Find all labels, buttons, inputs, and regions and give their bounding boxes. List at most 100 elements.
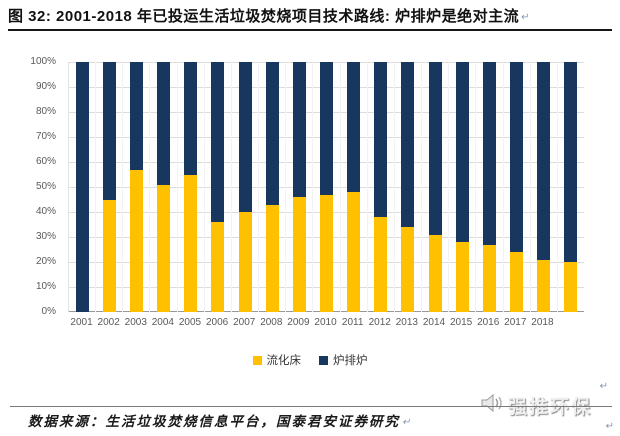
x-tick-label: 2010 [314, 317, 337, 328]
bar-column-2009[interactable] [285, 62, 312, 312]
fluidized-bed-segment [401, 227, 415, 312]
bar-column-2008[interactable] [258, 62, 285, 312]
x-tick-label: 2009 [287, 317, 310, 328]
bar-column-2003[interactable] [122, 62, 149, 312]
brand-watermark-text: 强推环保 [507, 397, 592, 418]
title-divider [8, 29, 612, 31]
grate-furnace-segment [129, 62, 143, 170]
legend-label-fluidized-bed: 流化床 [266, 355, 302, 367]
x-tick-label: 2001 [70, 317, 93, 328]
bar-column-2002[interactable] [95, 62, 122, 312]
stacked-bar [238, 62, 252, 312]
return-mark-icon: ↵ [605, 421, 614, 432]
stacked-bar [129, 62, 143, 312]
y-tick-label: 80% [35, 106, 56, 117]
y-tick-label: 70% [35, 131, 56, 142]
bar-column-2013[interactable] [393, 62, 421, 312]
grate-furnace-segment [482, 62, 496, 245]
bar-column-2016[interactable] [475, 62, 502, 312]
return-mark-icon: ↵ [402, 417, 413, 429]
stacked-bar [428, 62, 442, 312]
legend-item-fluidized-bed[interactable]: 流化床 [252, 352, 302, 368]
grate-furnace-segment [75, 62, 89, 312]
grate-furnace-segment [184, 62, 198, 175]
x-tick-label: 2003 [124, 317, 147, 328]
stacked-bar [455, 62, 469, 312]
grate-furnace-segment [292, 62, 306, 197]
grate-furnace-segment [211, 62, 225, 222]
grate-furnace-segment [238, 62, 252, 212]
bar-column-2012[interactable] [366, 62, 394, 312]
y-axis-labels: 100% 90% 80% 70% 60% 50% 40% 30% 20% 10% 0% [0, 56, 62, 317]
y-tick-label: 60% [35, 156, 56, 167]
y-tick-label: 40% [35, 206, 56, 217]
stacked-bar [75, 62, 89, 312]
return-mark-icon: ↵ [599, 381, 608, 392]
x-tick-label: 2014 [422, 317, 446, 328]
bar-column-2004[interactable] [149, 62, 176, 312]
fluidized-bed-segment [510, 252, 524, 312]
bar-column-2007[interactable] [230, 62, 258, 312]
data-source: 数据来源：生活垃圾焚烧信息平台，国泰君安证券研究 ↵ [28, 410, 412, 430]
return-mark-icon: ↵ [521, 11, 530, 23]
bar-column-2018[interactable] [529, 62, 557, 312]
y-tick-label: 10% [35, 281, 56, 292]
stacked-bar [102, 62, 116, 312]
bar-column-2001[interactable] [69, 62, 95, 312]
stacked-bar [319, 62, 333, 312]
x-tick-label: 2016 [477, 317, 500, 328]
plot-area [68, 62, 584, 312]
footer-divider [10, 406, 612, 407]
data-source-text: 数据来源：生活垃圾焚烧信息平台，国泰君安证券研究 [28, 414, 400, 429]
x-tick-label: 2004 [151, 317, 174, 328]
grate-furnace-segment [347, 62, 361, 192]
grate-furnace-segment [102, 62, 116, 200]
bar-column-unlabeled[interactable] [556, 62, 584, 312]
grate-furnace-segment [537, 62, 551, 260]
stacked-bar [265, 62, 279, 312]
stacked-bar [564, 62, 578, 312]
stacked-bar [482, 62, 496, 312]
fluidized-bed-segment [184, 174, 198, 312]
x-tick-label [556, 317, 583, 328]
fluidized-bed-segment [564, 262, 578, 312]
legend-swatch-fluidized-bed [252, 355, 262, 365]
x-tick-label: 2017 [504, 317, 527, 328]
y-tick-label: 50% [35, 181, 56, 192]
bar-column-2011[interactable] [339, 62, 367, 312]
stacked-bar [401, 62, 415, 312]
y-tick-label: 20% [35, 256, 56, 267]
fluidized-bed-segment [292, 197, 306, 312]
bar-column-2017[interactable] [502, 62, 530, 312]
y-tick-label: 100% [30, 56, 56, 67]
fluidized-bed-segment [319, 194, 333, 312]
x-tick-label: 2006 [205, 317, 229, 328]
bar-column-2005[interactable] [176, 62, 204, 312]
y-tick-label: 30% [35, 231, 56, 242]
grate-furnace-segment [428, 62, 442, 235]
stacked-bar [292, 62, 306, 312]
fluidized-bed-segment [157, 184, 171, 312]
grate-furnace-segment [374, 62, 388, 217]
bar-column-2014[interactable] [421, 62, 448, 312]
fluidized-bed-segment [347, 192, 361, 312]
x-axis-labels: 2001 2002 2003 2004 2005 2006 2007 2008 2009 2010… [68, 317, 583, 328]
legend-item-grate-furnace[interactable]: 炉排炉 [319, 352, 368, 368]
bar-column-2010[interactable] [312, 62, 339, 312]
legend-swatch-grate-furnace [319, 355, 328, 365]
grate-furnace-segment [157, 62, 171, 185]
fluidized-bed-segment [211, 222, 225, 312]
bar-column-2006[interactable] [203, 62, 231, 312]
y-tick-label: 90% [35, 81, 56, 92]
x-tick-label: 2018 [531, 317, 554, 328]
legend-label-grate-furnace: 炉排炉 [333, 355, 368, 367]
fluidized-bed-segment [482, 244, 496, 312]
y-tick-label: 0% [41, 306, 56, 317]
fluidized-bed-segment [428, 234, 442, 312]
x-tick-label: 2015 [449, 317, 473, 328]
x-tick-label: 2011 [341, 317, 364, 328]
bar-column-2015[interactable] [448, 62, 475, 312]
grate-furnace-segment [265, 62, 279, 205]
fluidized-bed-segment [537, 259, 551, 312]
